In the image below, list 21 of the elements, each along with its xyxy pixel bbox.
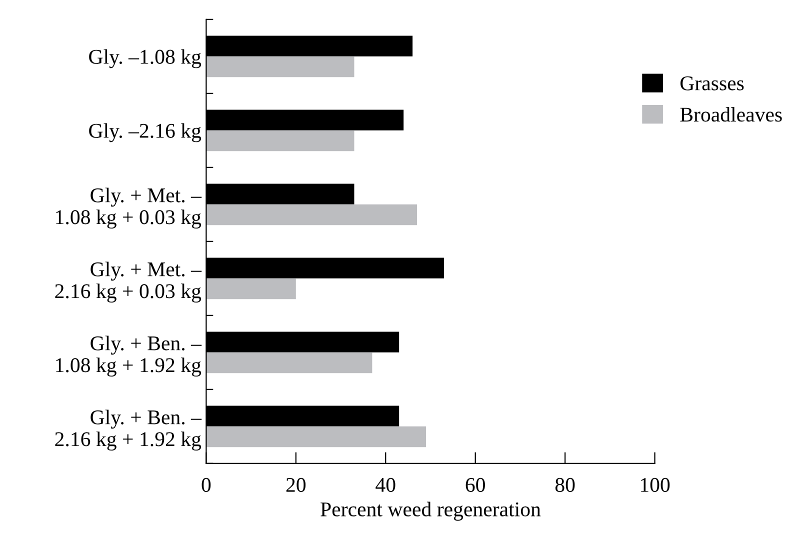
bar xyxy=(206,56,354,78)
x-tick-label: 0 xyxy=(202,478,211,492)
x-tick-label: 80 xyxy=(555,478,575,492)
y-tick-label: Gly. + Ben. – 2.16 kg + 1.92 kg xyxy=(55,410,202,451)
legend-label: Broadleaves xyxy=(680,107,782,122)
x-tick-label: 40 xyxy=(376,478,396,492)
bar xyxy=(206,278,296,300)
legend-label: Grasses xyxy=(680,76,744,90)
x-tick-label: 100 xyxy=(640,478,670,492)
bar xyxy=(206,352,372,374)
x-tick-label: 20 xyxy=(286,478,306,492)
bar xyxy=(206,426,426,448)
bar xyxy=(206,130,354,152)
x-tick-label: 60 xyxy=(466,478,485,492)
y-tick-label: Gly. + Ben. – 1.08 kg + 1.92 kg xyxy=(56,336,202,377)
y-tick-label: Gly. + Met. – 1.08 kg + 0.03 kg xyxy=(56,188,202,229)
bar xyxy=(206,204,418,226)
y-tick-label: Gly. –1.08 kg xyxy=(89,49,202,68)
y-tick-label: Gly. + Met. – 2.16 kg + 0.03 kg xyxy=(55,262,202,303)
y-tick-label: Gly. –2.16 kg xyxy=(89,123,202,142)
x-axis-title: Percent weed regeneration xyxy=(320,502,541,521)
